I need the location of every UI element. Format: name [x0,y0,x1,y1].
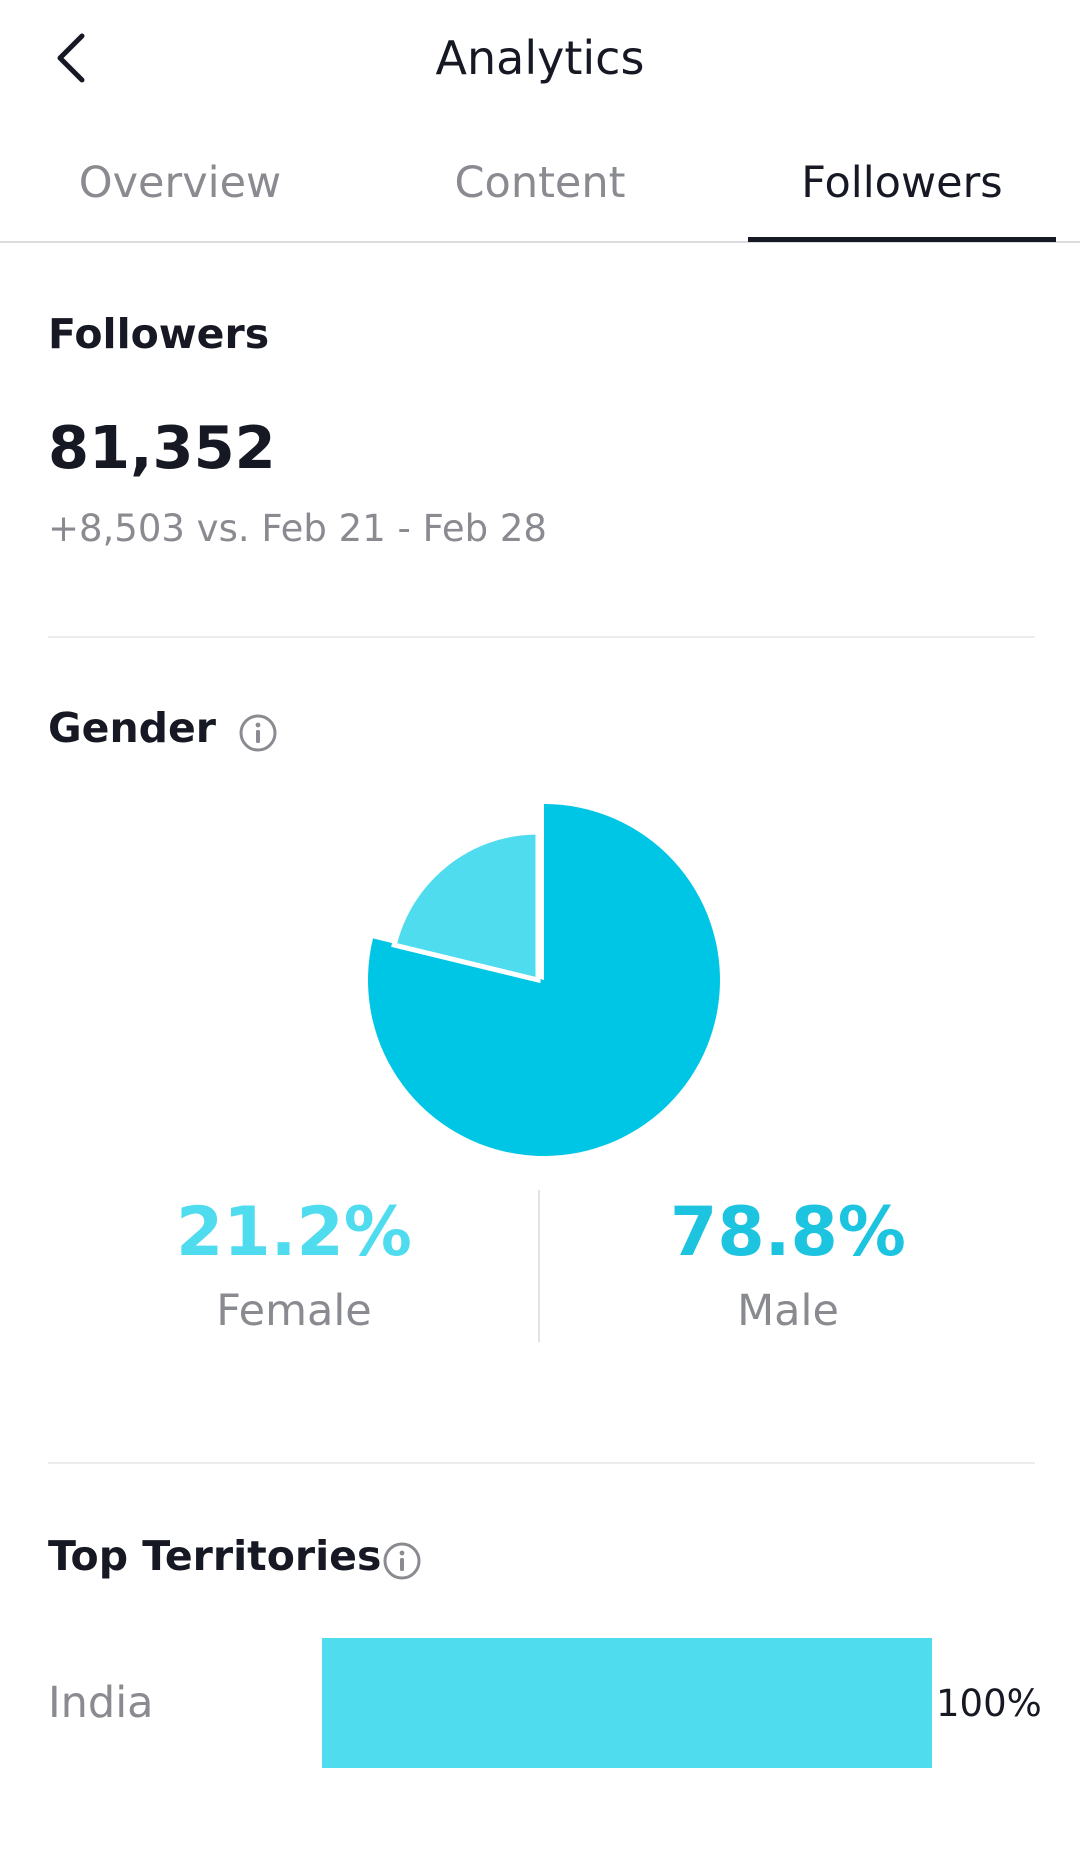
section-divider [48,1462,1035,1464]
stat-divider [538,1190,540,1342]
tab-overview[interactable]: Overview [78,158,282,208]
territory-bar-track [322,1638,932,1768]
gender-pie-svg [367,804,720,1156]
female-label: Female [216,1286,372,1336]
gender-info-icon[interactable] [238,713,278,753]
followers-comparison: +8,503 vs. Feb 21 - Feb 28 [48,507,547,550]
territories-section-title: Top Territories [48,1532,382,1580]
back-button[interactable] [40,22,104,94]
male-percentage: 78.8% [670,1193,906,1272]
female-percentage: 21.2% [176,1193,412,1272]
female-stat: 21.2% Female [144,1190,444,1340]
chevron-left-icon [57,33,85,83]
pie-slice-female [391,829,541,984]
territories-info-icon[interactable] [382,1541,422,1581]
territory-percentage: 100% [936,1681,1042,1725]
territory-name: India [48,1678,154,1728]
followers-count: 81,352 [48,413,276,482]
pie-slice-male [367,804,720,1156]
tab-content[interactable]: Content [454,158,626,208]
territory-bar [322,1638,932,1768]
page-title: Analytics [435,31,645,85]
gender-section-title: Gender [48,704,217,752]
tab-followers[interactable]: Followers [801,158,1003,208]
followers-section-title: Followers [48,310,270,358]
territory-row: India 100% [48,1638,1042,1768]
male-stat: 78.8% Male [638,1190,938,1340]
gender-pie-chart [340,780,740,1180]
header: Analytics [0,0,1080,115]
tab-bar: Overview Content Followers [0,125,1080,243]
active-tab-indicator [748,237,1056,242]
male-label: Male [737,1286,839,1336]
section-divider [48,636,1035,638]
